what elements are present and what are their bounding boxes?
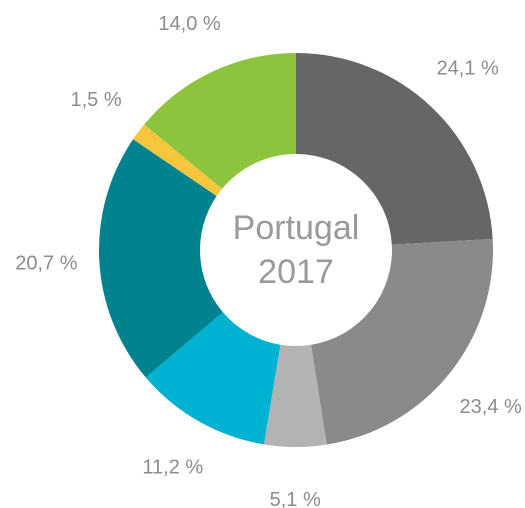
value-label: 24,1 % bbox=[437, 57, 499, 79]
center-subtitle: 2017 bbox=[258, 253, 334, 291]
center-title: Portugal bbox=[233, 209, 360, 247]
slice bbox=[144, 53, 296, 189]
slice bbox=[98, 139, 223, 378]
value-label: 1,5 % bbox=[71, 89, 122, 111]
value-label: 20,7 % bbox=[15, 252, 77, 274]
slice bbox=[145, 312, 281, 445]
slice bbox=[263, 344, 327, 448]
value-label: 23,4 % bbox=[459, 396, 521, 418]
value-label: 11,2 % bbox=[142, 457, 203, 479]
slice bbox=[296, 53, 493, 245]
slice bbox=[311, 238, 493, 445]
slice bbox=[133, 124, 223, 197]
value-label: 14,0 % bbox=[158, 13, 220, 35]
value-label: 5,1 % bbox=[270, 489, 321, 508]
